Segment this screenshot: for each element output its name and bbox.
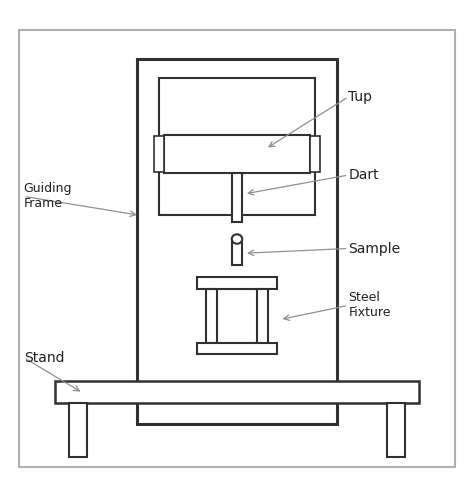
Bar <box>159 78 315 215</box>
Bar <box>164 135 310 172</box>
Bar <box>55 381 419 403</box>
Bar <box>154 136 164 171</box>
Bar <box>257 289 268 346</box>
Text: Guiding
Frame: Guiding Frame <box>24 182 72 210</box>
Bar <box>232 239 242 265</box>
Text: Tup: Tup <box>348 90 373 104</box>
Bar <box>232 172 242 223</box>
Bar <box>137 59 337 424</box>
Text: Sample: Sample <box>348 242 401 255</box>
Bar <box>206 289 217 346</box>
Bar <box>197 343 277 354</box>
Text: Steel
Fixture: Steel Fixture <box>348 291 391 320</box>
Bar <box>197 277 277 289</box>
Ellipse shape <box>232 234 242 244</box>
Bar <box>310 136 320 171</box>
Bar <box>387 403 405 457</box>
Bar <box>69 403 87 457</box>
Text: Dart: Dart <box>348 168 379 182</box>
Text: Stand: Stand <box>24 350 64 364</box>
